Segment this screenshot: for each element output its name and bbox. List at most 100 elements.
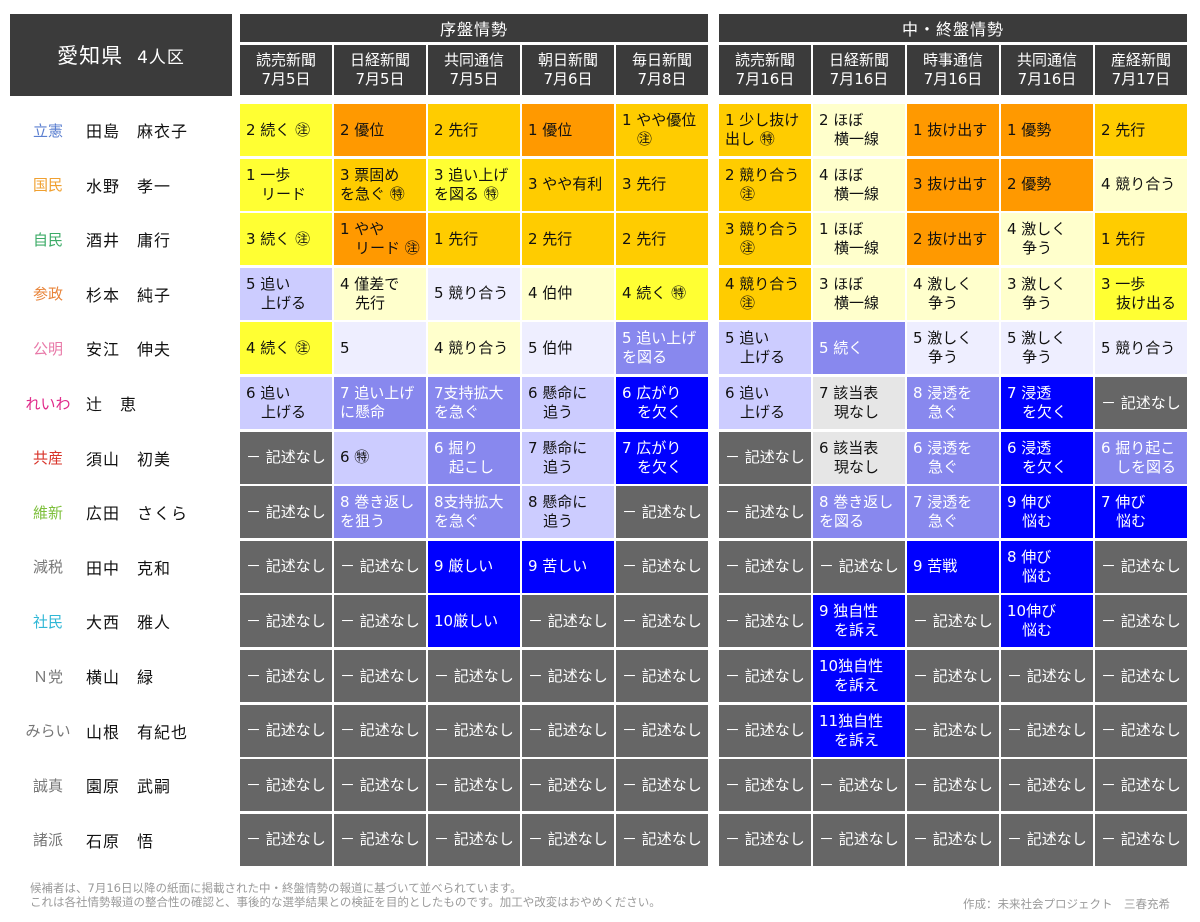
forecast-cell: 1 少し抜け 出し ㊕: [719, 104, 811, 156]
forecast-cell: 3 抜け出す: [907, 158, 999, 211]
forecast-cell: － 記述なし: [616, 704, 708, 757]
forecast-cell: － 記述なし: [907, 813, 999, 866]
forecast-cell: 4 僅差で 先行: [334, 267, 426, 320]
forecast-cell: 7 該当表 現なし: [813, 377, 905, 429]
forecast-cell: － 記述なし: [1095, 759, 1187, 812]
forecast-cell: 3 ほぼ 横一線: [813, 267, 905, 320]
forecast-cell: 6 ㊕: [334, 431, 426, 484]
column-paper: 共同通信: [1016, 51, 1077, 69]
forecast-cell: － 記述なし: [1095, 704, 1187, 757]
forecast-cell: 8 伸び 悩む: [1001, 540, 1093, 593]
party-name: 参政: [32, 285, 63, 304]
forecast-cell: － 記述なし: [813, 813, 905, 866]
forecast-cell: － 記述なし: [907, 704, 999, 757]
forecast-cell: 2 先行: [428, 104, 520, 156]
forecast-cell: － 記述なし: [428, 759, 520, 812]
forecast-cell: 6 該当表 現なし: [813, 431, 905, 484]
forecast-cell: 4 競り合う ㊟: [719, 267, 811, 320]
column-paper: 時事通信: [922, 51, 983, 69]
column-date: 7月5日: [261, 70, 311, 88]
forecast-cell: 1 やや リード ㊟: [334, 213, 426, 266]
group-header: 中・終盤情勢: [719, 14, 1187, 42]
candidate-row-label: 共産 須山 初美: [10, 431, 232, 484]
column-date: 7月16日: [1017, 70, 1077, 88]
forecast-cell: 4 激しく 争う: [907, 267, 999, 320]
forecast-cell: 1 先行: [428, 213, 520, 266]
forecast-cell: 2 先行: [616, 213, 708, 266]
forecast-cell: 5 伯仲: [522, 322, 614, 375]
column-header: 日経新聞 7月16日: [813, 45, 905, 95]
candidate-row-label: 参政 杉本 純子: [10, 267, 232, 320]
column-paper: 朝日新聞: [537, 51, 598, 69]
forecast-cell: 1 優位: [522, 104, 614, 156]
candidate-row-label: 減税 田中 克和: [10, 540, 232, 593]
forecast-cell: － 記述なし: [428, 650, 520, 702]
forecast-cell: － 記述なし: [719, 540, 811, 593]
forecast-cell: 3 続く ㊟: [240, 213, 332, 266]
forecast-cell: － 記述なし: [428, 704, 520, 757]
column-header: 共同通信 7月5日: [428, 45, 520, 95]
forecast-cell: 7 浸透 を欠く: [1001, 377, 1093, 429]
forecast-cell: 9 厳しい: [428, 540, 520, 593]
forecast-cell: 2 競り合う ㊟: [719, 158, 811, 211]
forecast-cell: 6 浸透を 急ぐ: [907, 431, 999, 484]
forecast-cell: 1 やや優位 ㊟: [616, 104, 708, 156]
forecast-cell: 3 先行: [616, 158, 708, 211]
column-date: 7月6日: [543, 70, 593, 88]
forecast-cell: － 記述なし: [1095, 813, 1187, 866]
forecast-cell: 10独自性 を訴え: [813, 650, 905, 702]
prefecture-name: 愛知県: [57, 44, 124, 68]
forecast-cell: 5: [334, 322, 426, 375]
column-header: 読売新聞 7月16日: [719, 45, 811, 95]
forecast-cell: 7 懸命に 追う: [522, 431, 614, 484]
forecast-cell: － 記述なし: [240, 595, 332, 648]
column-date: 7月5日: [449, 70, 499, 88]
forecast-cell: 5 激しく 争う: [907, 322, 999, 375]
forecast-cell: － 記述なし: [522, 704, 614, 757]
forecast-cell: 6 追い 上げる: [240, 377, 332, 429]
column-paper: 毎日新聞: [631, 51, 692, 69]
forecast-cell: － 記述なし: [1095, 650, 1187, 702]
forecast-cell: － 記述なし: [240, 650, 332, 702]
column-header: 朝日新聞 7月6日: [522, 45, 614, 95]
forecast-cell: 4 伯仲: [522, 267, 614, 320]
forecast-cell: 2 抜け出す: [907, 213, 999, 266]
forecast-cell: 7 広がり を欠く: [616, 431, 708, 484]
table-title: 愛知県 4人区: [10, 14, 232, 96]
forecast-cell: 1 抜け出す: [907, 104, 999, 156]
forecast-cell: － 記述なし: [1001, 650, 1093, 702]
forecast-cell: 6 追い 上げる: [719, 377, 811, 429]
forecast-cell: － 記述なし: [240, 813, 332, 866]
forecast-cell: 11独自性 を訴え: [813, 704, 905, 757]
forecast-cell: － 記述なし: [616, 759, 708, 812]
forecast-cell: － 記述なし: [907, 759, 999, 812]
column-header: 産経新聞 7月17日: [1095, 45, 1187, 95]
forecast-cell: － 記述なし: [813, 540, 905, 593]
forecast-cell: 3 一歩 抜け出る: [1095, 267, 1187, 320]
forecast-cell: － 記述なし: [907, 650, 999, 702]
party-name: 立憲: [32, 121, 63, 140]
forecast-cell: 3 追い上げ を図る ㊕: [428, 158, 520, 211]
candidate-row-label: みらい 山根 有紀也: [10, 704, 232, 757]
forecast-cell: － 記述なし: [334, 759, 426, 812]
candidate-row-label: 国民 水野 孝一: [10, 158, 232, 211]
forecast-cell: － 記述なし: [719, 431, 811, 484]
party-name: 減税: [32, 558, 63, 577]
candidate-name: 安江 伸夫: [86, 340, 172, 360]
party-name: れいわ: [25, 394, 71, 413]
forecast-cell: － 記述なし: [616, 813, 708, 866]
candidate-name: 石原 悟: [86, 831, 155, 851]
credit: 作成：未来社会プロジェクト 三春充希: [963, 897, 1170, 911]
forecast-cell: － 記述なし: [334, 595, 426, 648]
candidate-name: 酒井 庸行: [86, 231, 172, 251]
forecast-cell: 9 苦しい: [522, 540, 614, 593]
footer-notes: 候補者は、7月16日以降の紙面に掲載された中・終盤情勢の報道に基づいて並べられて…: [30, 881, 661, 909]
column-paper: 読売新聞: [734, 51, 795, 69]
forecast-cell: 9 苦戦: [907, 540, 999, 593]
column-header: 日経新聞 7月5日: [334, 45, 426, 95]
forecast-cell: － 記述なし: [240, 486, 332, 539]
forecast-cell: 3 激しく 争う: [1001, 267, 1093, 320]
forecast-cell: － 記述なし: [1001, 704, 1093, 757]
party-name: 維新: [32, 503, 63, 522]
